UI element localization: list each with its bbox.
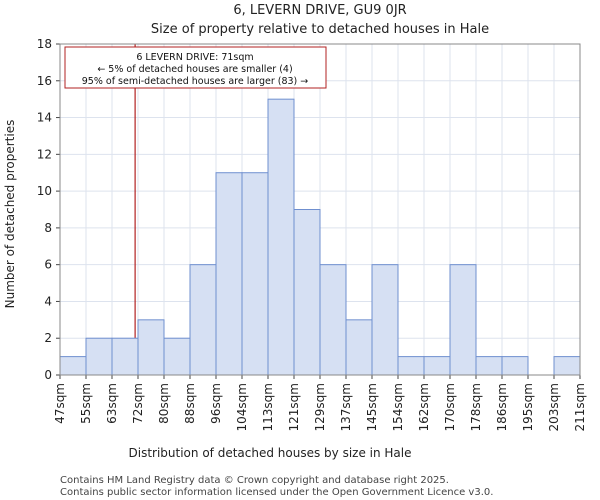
bar	[397, 356, 425, 376]
bar	[501, 356, 529, 376]
bar	[449, 264, 477, 376]
bar	[137, 319, 165, 376]
x-tick-label: 162sqm	[417, 383, 431, 431]
bar	[163, 337, 191, 376]
annotation-box: 6 LEVERN DRIVE: 71sqm ← 5% of detached h…	[64, 46, 327, 89]
x-tick-label: 55sqm	[79, 383, 93, 424]
bar	[319, 264, 347, 376]
y-tick-label: 10	[37, 184, 52, 198]
y-axis-label: Number of detached properties	[3, 120, 17, 309]
annotation-frame	[64, 46, 327, 89]
bar	[189, 264, 217, 376]
x-tick-label: 178sqm	[469, 383, 483, 431]
x-tick-label: 113sqm	[261, 383, 275, 431]
y-tick-label: 0	[44, 368, 52, 382]
x-tick-label: 154sqm	[391, 383, 405, 431]
plot-frame	[59, 43, 581, 376]
x-axis-ticks: 47sqm 55sqm 63sqm 72sqm 80sqm 88sqm 96sqm 104sq…	[53, 375, 587, 431]
annotation-line-3: 95% of semi-detached houses are larger (…	[82, 76, 309, 87]
chart-subtitle: Size of property relative to detached ho…	[151, 22, 489, 37]
y-axis-ticks: 0 2 4 6 8 10 12 14 16 18	[37, 37, 60, 382]
bar	[475, 356, 503, 376]
x-tick-label: 88sqm	[183, 383, 197, 424]
y-tick-label: 16	[37, 74, 52, 88]
chart-title: 6, LEVERN DRIVE, GU9 0JR	[233, 3, 406, 18]
y-tick-label: 18	[37, 37, 52, 51]
annotation-line-1: 6 LEVERN DRIVE: 71sqm	[136, 52, 253, 63]
annotation-line-2: ← 5% of detached houses are smaller (4)	[97, 64, 292, 75]
y-tick-label: 12	[37, 147, 52, 161]
footer-line-1: Contains HM Land Registry data © Crown c…	[60, 475, 449, 486]
x-tick-label: 96sqm	[209, 383, 223, 424]
x-tick-label: 63sqm	[105, 383, 119, 424]
y-tick-label: 14	[37, 111, 52, 125]
footer-line-2: Contains public sector information licen…	[60, 487, 493, 498]
x-tick-label: 145sqm	[365, 383, 379, 431]
y-tick-label: 4	[44, 294, 52, 308]
bar	[345, 319, 373, 376]
x-tick-label: 72sqm	[131, 383, 145, 424]
bar	[423, 356, 451, 376]
bar	[371, 264, 399, 376]
x-tick-label: 47sqm	[53, 383, 67, 424]
y-tick-label: 8	[44, 221, 52, 235]
x-axis-label: Distribution of detached houses by size …	[129, 446, 412, 460]
bar	[267, 98, 295, 376]
x-tick-label: 121sqm	[287, 383, 301, 431]
x-tick-label: 203sqm	[547, 383, 561, 431]
bar	[215, 172, 243, 376]
x-tick-label: 80sqm	[157, 383, 171, 424]
bar	[241, 172, 269, 376]
bar	[59, 356, 87, 376]
x-tick-label: 104sqm	[235, 383, 249, 431]
x-tick-label: 211sqm	[573, 383, 587, 431]
bar	[293, 209, 321, 376]
bars	[59, 98, 581, 376]
x-tick-label: 129sqm	[313, 383, 327, 431]
y-tick-label: 6	[44, 258, 52, 272]
bar	[111, 337, 139, 376]
x-tick-label: 195sqm	[521, 383, 535, 431]
y-tick-label: 2	[44, 331, 52, 345]
bar	[553, 356, 581, 376]
x-tick-label: 137sqm	[339, 383, 353, 431]
bar	[85, 337, 113, 376]
x-tick-label: 170sqm	[443, 383, 457, 431]
x-tick-label: 186sqm	[495, 383, 509, 431]
